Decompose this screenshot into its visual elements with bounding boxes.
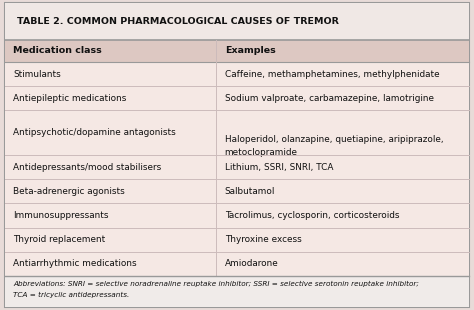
Text: TABLE 2. COMMON PHARMACOLOGICAL CAUSES OF TREMOR: TABLE 2. COMMON PHARMACOLOGICAL CAUSES O…: [17, 17, 338, 26]
FancyBboxPatch shape: [5, 3, 469, 40]
FancyBboxPatch shape: [5, 86, 469, 110]
Text: Caffeine, methamphetamines, methylphenidate: Caffeine, methamphetamines, methylphenid…: [225, 69, 439, 78]
FancyBboxPatch shape: [5, 110, 469, 155]
Text: Antiarrhythmic medications: Antiarrhythmic medications: [13, 259, 137, 268]
Text: Haloperidol, olanzapine, quetiapine, aripiprazole,: Haloperidol, olanzapine, quetiapine, ari…: [225, 135, 443, 144]
FancyBboxPatch shape: [5, 155, 469, 179]
Text: Thyroid replacement: Thyroid replacement: [13, 235, 106, 244]
Text: Amiodarone: Amiodarone: [225, 259, 278, 268]
Text: Lithium, SSRI, SNRI, TCA: Lithium, SSRI, SNRI, TCA: [225, 163, 333, 172]
FancyBboxPatch shape: [5, 276, 469, 307]
FancyBboxPatch shape: [5, 3, 469, 307]
Text: Salbutamol: Salbutamol: [225, 187, 275, 196]
Text: metoclopramide: metoclopramide: [225, 148, 298, 157]
Text: Abbreviations: SNRI = selective noradrenaline reuptake inhibitor; SSRI = selecti: Abbreviations: SNRI = selective noradren…: [13, 281, 419, 287]
FancyBboxPatch shape: [5, 62, 469, 86]
Text: Beta-adrenergic agonists: Beta-adrenergic agonists: [13, 187, 125, 196]
Text: Antidepressants/mood stabilisers: Antidepressants/mood stabilisers: [13, 163, 162, 172]
Text: TCA = tricyclic antidepressants.: TCA = tricyclic antidepressants.: [13, 292, 129, 299]
Text: Medication class: Medication class: [13, 46, 102, 55]
Text: Immunosuppressants: Immunosuppressants: [13, 211, 109, 220]
Text: Stimulants: Stimulants: [13, 69, 61, 78]
Text: Thyroxine excess: Thyroxine excess: [225, 235, 301, 244]
FancyBboxPatch shape: [5, 228, 469, 252]
Text: Sodium valproate, carbamazepine, lamotrigine: Sodium valproate, carbamazepine, lamotri…: [225, 94, 434, 103]
Text: Examples: Examples: [225, 46, 275, 55]
FancyBboxPatch shape: [5, 203, 469, 228]
Text: Antiepileptic medications: Antiepileptic medications: [13, 94, 127, 103]
Text: Tacrolimus, cyclosporin, corticosteroids: Tacrolimus, cyclosporin, corticosteroids: [225, 211, 399, 220]
Text: Antipsychotic/dopamine antagonists: Antipsychotic/dopamine antagonists: [13, 128, 176, 137]
FancyBboxPatch shape: [5, 252, 469, 276]
FancyBboxPatch shape: [5, 179, 469, 203]
FancyBboxPatch shape: [5, 40, 469, 62]
